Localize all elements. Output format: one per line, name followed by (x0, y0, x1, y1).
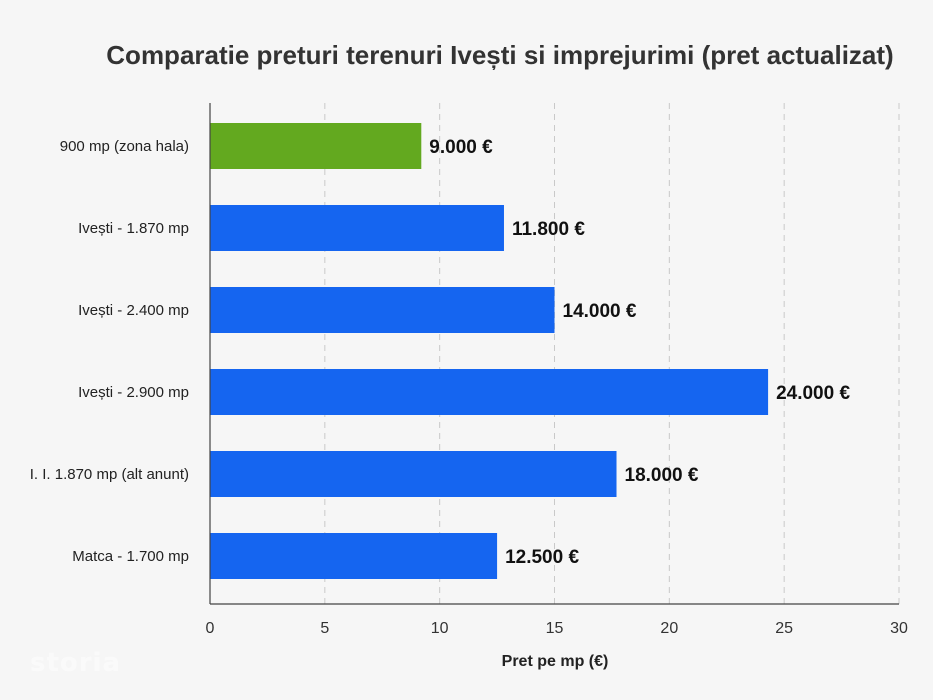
bar (210, 369, 769, 415)
x-tick-label: 25 (775, 620, 793, 637)
x-tick-labels: 0 5 10 15 20 25 30 (206, 620, 908, 637)
bars (210, 123, 769, 579)
x-tick-label: 15 (546, 620, 564, 637)
bar (210, 205, 504, 251)
watermark-logo: storia (30, 648, 122, 678)
bar (210, 287, 555, 333)
x-tick-label: 5 (320, 620, 329, 637)
category-label: Ivești - 2.900 mp (78, 384, 189, 401)
chart-title: Comparatie preturi terenuri Ivești si im… (106, 40, 893, 70)
category-labels: 900 mp (zona hala) Ivești - 1.870 mp Iveșt… (30, 138, 189, 565)
x-tick-label: 10 (431, 620, 449, 637)
value-labels: 9.000 € 11.800 € 14.000 € 24.000 € 18.000 € 1… (429, 137, 850, 568)
category-label: 900 mp (zona hala) (60, 138, 189, 155)
category-label: Matca - 1.700 mp (72, 548, 189, 565)
x-tick-label: 20 (660, 620, 678, 637)
bar (210, 123, 422, 169)
data-label: 12.500 € (505, 547, 579, 568)
x-axis-label: Pret pe mp (€) (502, 653, 609, 670)
bar (210, 533, 498, 579)
grid-lines (324, 103, 900, 604)
category-label: I. I. 1.870 mp (alt anunt) (30, 466, 189, 483)
data-label: 14.000 € (563, 301, 637, 322)
x-tick-label: 30 (890, 620, 908, 637)
data-label: 9.000 € (429, 137, 493, 158)
x-tick-label: 0 (206, 620, 215, 637)
category-label: Ivești - 1.870 mp (78, 220, 189, 237)
bar (210, 451, 617, 497)
data-label: 24.000 € (776, 383, 850, 404)
data-label: 11.800 € (512, 219, 585, 240)
category-label: Ivești - 2.400 mp (78, 302, 189, 319)
data-label: 18.000 € (625, 465, 699, 486)
